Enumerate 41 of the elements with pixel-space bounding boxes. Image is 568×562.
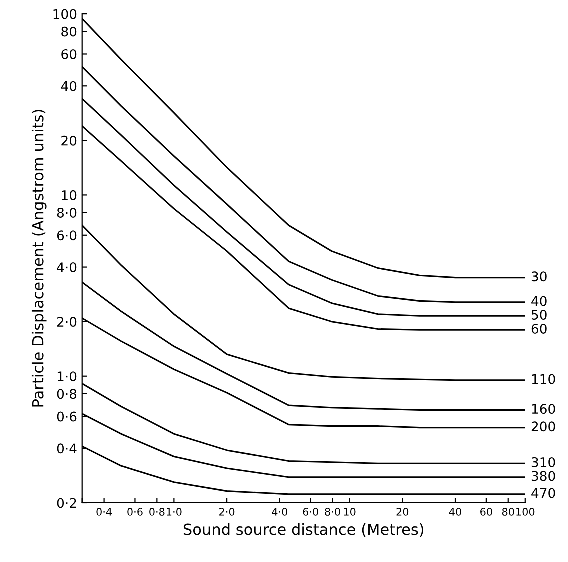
x-tick-label: 2·0 [220,508,235,516]
series-label: 310 [532,457,556,468]
x-tick-label: 8·0 [325,508,340,516]
y-tick-label: 20 [62,136,77,146]
y-tick-label: 40 [61,81,77,92]
y-tick-label: 4·0 [57,262,77,272]
x-tick-label: 4·0 [272,508,288,516]
x-tick-label: 100 [516,508,535,516]
series-label: 110 [532,374,556,384]
x-tick-label: 20 [396,508,409,516]
series-label: 30 [532,272,547,282]
y-tick-label: 100 [54,9,77,20]
series-label: 160 [532,404,556,414]
x-tick-label: 40 [449,508,462,516]
series-label: 200 [532,422,556,432]
y-tick-label: 1·0 [58,372,77,382]
x-tick-label: 6·0 [303,508,318,516]
y-tick-label: 10 [62,190,77,200]
y-tick-label: 0·6 [57,412,77,422]
series-label: 40 [532,296,547,306]
y-tick-label: 8·0 [57,208,77,218]
series-label: 470 [532,488,556,498]
x-tick-label: 80 [502,508,514,516]
y-axis-title: Particle Displacement (Angstrom units) [32,110,47,407]
series-label: 380 [532,471,556,482]
series-label: 60 [532,324,547,334]
y-tick-label: 80 [62,26,77,37]
y-tick-label: 0·8 [57,389,77,400]
y-tick-label: 60 [62,49,77,60]
x-tick-label: 0·8 [150,508,165,516]
x-tick-label: 10 [344,508,356,516]
x-tick-label: 0·4 [96,508,112,516]
x-tick-label: 0·6 [128,508,143,516]
y-tick-label: 0·4 [57,444,77,454]
y-tick-label: 6·0 [57,230,77,241]
y-tick-label: 2·0 [57,317,77,328]
series-label: 50 [532,310,547,320]
x-tick-label: 1·0 [167,508,182,516]
x-tick-label: 60 [480,508,492,516]
x-axis-title: Sound source distance (Metres) [184,523,424,538]
y-tick-label: 0·2 [57,498,76,508]
